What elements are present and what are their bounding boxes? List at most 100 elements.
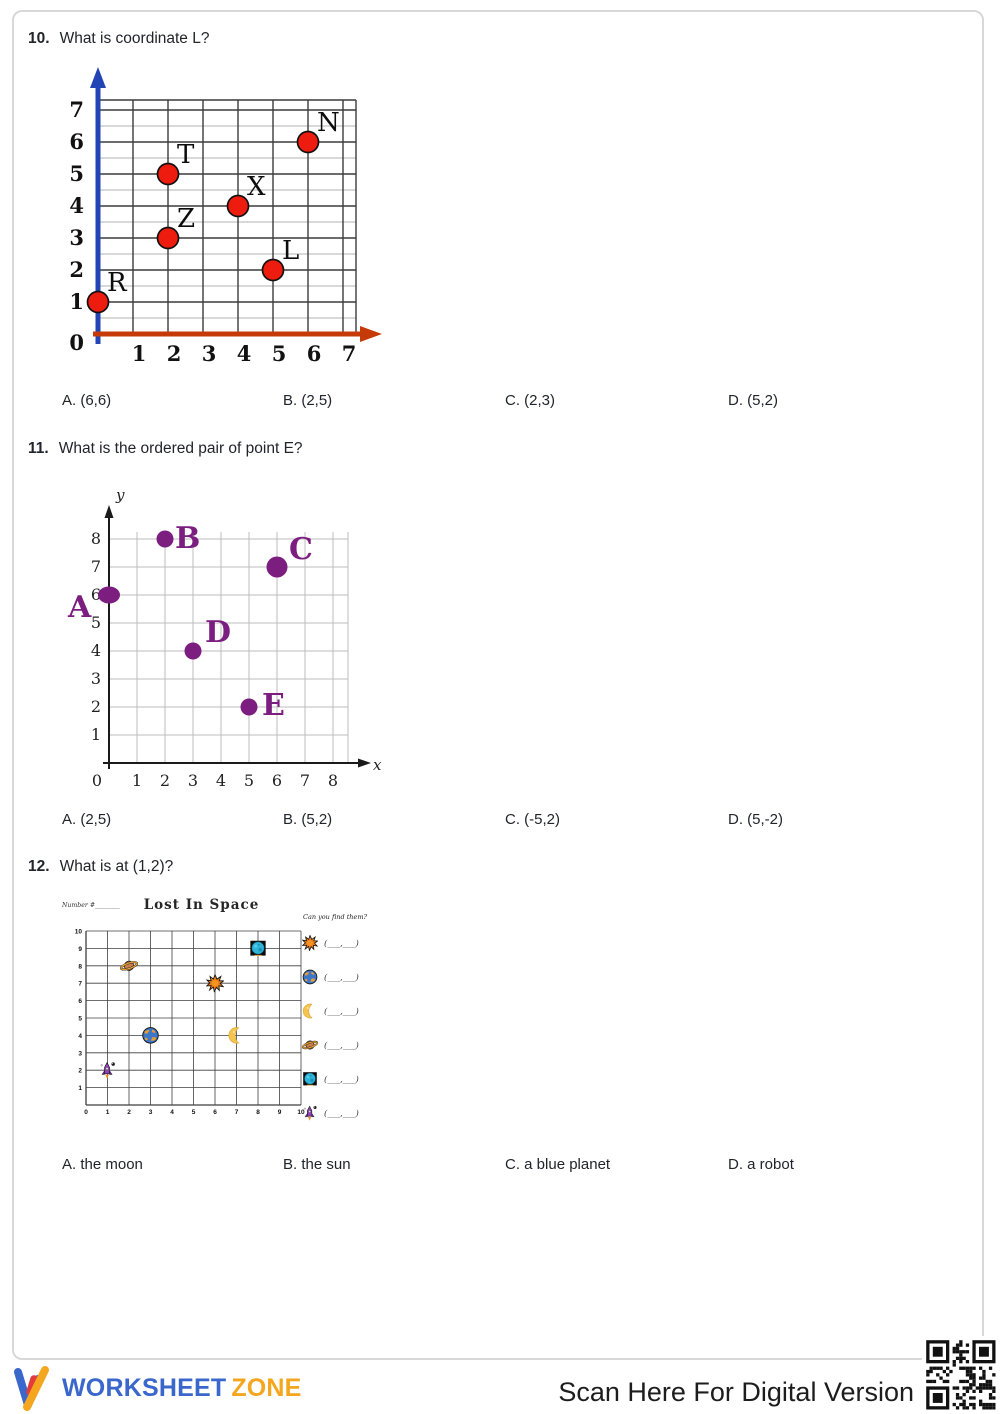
- svg-text:5: 5: [244, 771, 254, 790]
- q11-choice-c: C. (-5,2): [505, 811, 561, 828]
- question-12-text: What is at (1,2)?: [59, 858, 174, 875]
- svg-text:X: X: [247, 172, 266, 202]
- svg-text:6: 6: [213, 1109, 217, 1116]
- svg-text:3: 3: [91, 669, 101, 688]
- q12-choice-d: D. a robot: [728, 1156, 794, 1173]
- q11-point-B: [156, 530, 174, 548]
- q11-point-A: [98, 586, 120, 604]
- svg-text:2: 2: [69, 257, 84, 282]
- svg-text:7: 7: [69, 97, 84, 122]
- svg-text:R: R: [107, 268, 128, 298]
- svg-text:8: 8: [328, 771, 338, 790]
- question-10-number: 10.: [28, 30, 50, 47]
- svg-text:9: 9: [278, 1109, 282, 1116]
- question-10-choices: A. (6,6) B. (2,5) C. (2,3) D. (5,2): [0, 392, 1000, 414]
- q12-choice-b: B. the sun: [283, 1156, 351, 1173]
- earth-icon: [142, 1027, 159, 1044]
- svg-text:7: 7: [78, 981, 82, 988]
- svg-text:8: 8: [256, 1109, 260, 1116]
- svg-text:1: 1: [106, 1109, 110, 1116]
- svg-text:0: 0: [84, 1109, 88, 1116]
- q11-point-E: [240, 698, 258, 716]
- question-12-number: 12.: [28, 858, 50, 875]
- svg-text:D: D: [205, 615, 231, 650]
- question-12-header: 12. What is at (1,2)?: [28, 858, 173, 876]
- svg-text:3: 3: [78, 1050, 82, 1057]
- svg-text:10: 10: [75, 929, 83, 936]
- brand-worksheet-text: WORKSHEET: [62, 1373, 227, 1402]
- svg-text:1: 1: [132, 771, 142, 790]
- saturn-icon: [302, 1037, 318, 1053]
- svg-text:1: 1: [69, 289, 84, 314]
- svg-text:6: 6: [69, 129, 84, 154]
- q12-lost-in-space-figure: 1 2 3 4 5 6 7 8 9 10 0 1 2 3 4 5 6 7 8 9 10 Lost In Space Numb…: [61, 897, 367, 1121]
- svg-text:(___,___): (___,___): [324, 1108, 359, 1119]
- svg-text:x: x: [373, 756, 382, 774]
- sun-icon: [302, 935, 318, 951]
- svg-text:7: 7: [300, 771, 310, 790]
- svg-text:3: 3: [202, 341, 217, 366]
- svg-text:A: A: [67, 590, 92, 625]
- rocket-icon: [303, 1105, 317, 1121]
- svg-text:1: 1: [78, 1085, 82, 1092]
- svg-text:4: 4: [237, 341, 252, 366]
- svg-text:9: 9: [78, 946, 82, 953]
- svg-text:3: 3: [69, 225, 84, 250]
- blue-planet-icon: [249, 940, 267, 957]
- worksheetzone-logo: WORKSHEET ZONE: [10, 1364, 302, 1412]
- q10-point-T: [156, 162, 180, 186]
- svg-text:C: C: [289, 532, 313, 567]
- svg-text:(___,___): (___,___): [324, 972, 359, 983]
- svg-text:4: 4: [69, 193, 84, 218]
- q10-point-Z: [156, 226, 180, 250]
- svg-text:T: T: [177, 140, 195, 170]
- svg-text:4: 4: [78, 1033, 82, 1040]
- svg-text:4: 4: [91, 641, 101, 660]
- q10-choice-d: D. (5,2): [728, 392, 779, 409]
- q10-choice-a: A. (6,6): [62, 392, 112, 409]
- svg-text:y: y: [115, 486, 125, 504]
- svg-text:6: 6: [78, 998, 82, 1005]
- svg-text:0: 0: [69, 330, 84, 355]
- blue-planet-icon: [302, 1071, 318, 1087]
- svg-text:5: 5: [192, 1109, 196, 1116]
- svg-text:1: 1: [91, 725, 101, 744]
- svg-text:2: 2: [78, 1068, 82, 1075]
- question-11-text: What is the ordered pair of point E?: [58, 440, 303, 457]
- svg-text:Z: Z: [177, 204, 195, 234]
- svg-text:5: 5: [272, 341, 287, 366]
- sun-icon: [206, 974, 224, 993]
- moon-icon: [302, 1003, 313, 1019]
- svg-text:L: L: [282, 236, 299, 266]
- svg-text:N: N: [317, 108, 340, 138]
- svg-text:5: 5: [91, 613, 101, 632]
- svg-text:4: 4: [216, 771, 226, 790]
- svg-text:7: 7: [342, 341, 357, 366]
- question-11-choices: A. (2,5) B. (5,2) C. (-5,2) D. (5,-2): [0, 811, 1000, 833]
- svg-text:5: 5: [78, 1016, 82, 1023]
- svg-text:E: E: [262, 688, 285, 723]
- svg-text:10: 10: [297, 1109, 305, 1116]
- svg-text:(___,___): (___,___): [324, 1074, 359, 1085]
- svg-text:B: B: [175, 521, 200, 556]
- svg-text:3: 3: [188, 771, 198, 790]
- q12-choice-a: A. the moon: [62, 1156, 143, 1173]
- svg-text:2: 2: [91, 697, 101, 716]
- q10-choice-b: B. (2,5): [283, 392, 333, 409]
- q10-point-R: [86, 290, 110, 314]
- earth-icon: [302, 969, 318, 985]
- brand-zone-text: ZONE: [231, 1373, 302, 1402]
- svg-text:7: 7: [91, 557, 101, 576]
- svg-text:2: 2: [167, 341, 182, 366]
- q11-choice-d: D. (5,-2): [728, 811, 784, 828]
- svg-text:(___,___): (___,___): [324, 1006, 359, 1017]
- svg-text:(___,___): (___,___): [324, 938, 359, 949]
- svg-text:0: 0: [92, 771, 102, 790]
- logo-w-icon: [14, 1366, 49, 1411]
- svg-text:1: 1: [132, 341, 147, 366]
- q11-choice-b: B. (5,2): [283, 811, 333, 828]
- svg-text:Lost In Space: Lost In Space: [144, 897, 260, 913]
